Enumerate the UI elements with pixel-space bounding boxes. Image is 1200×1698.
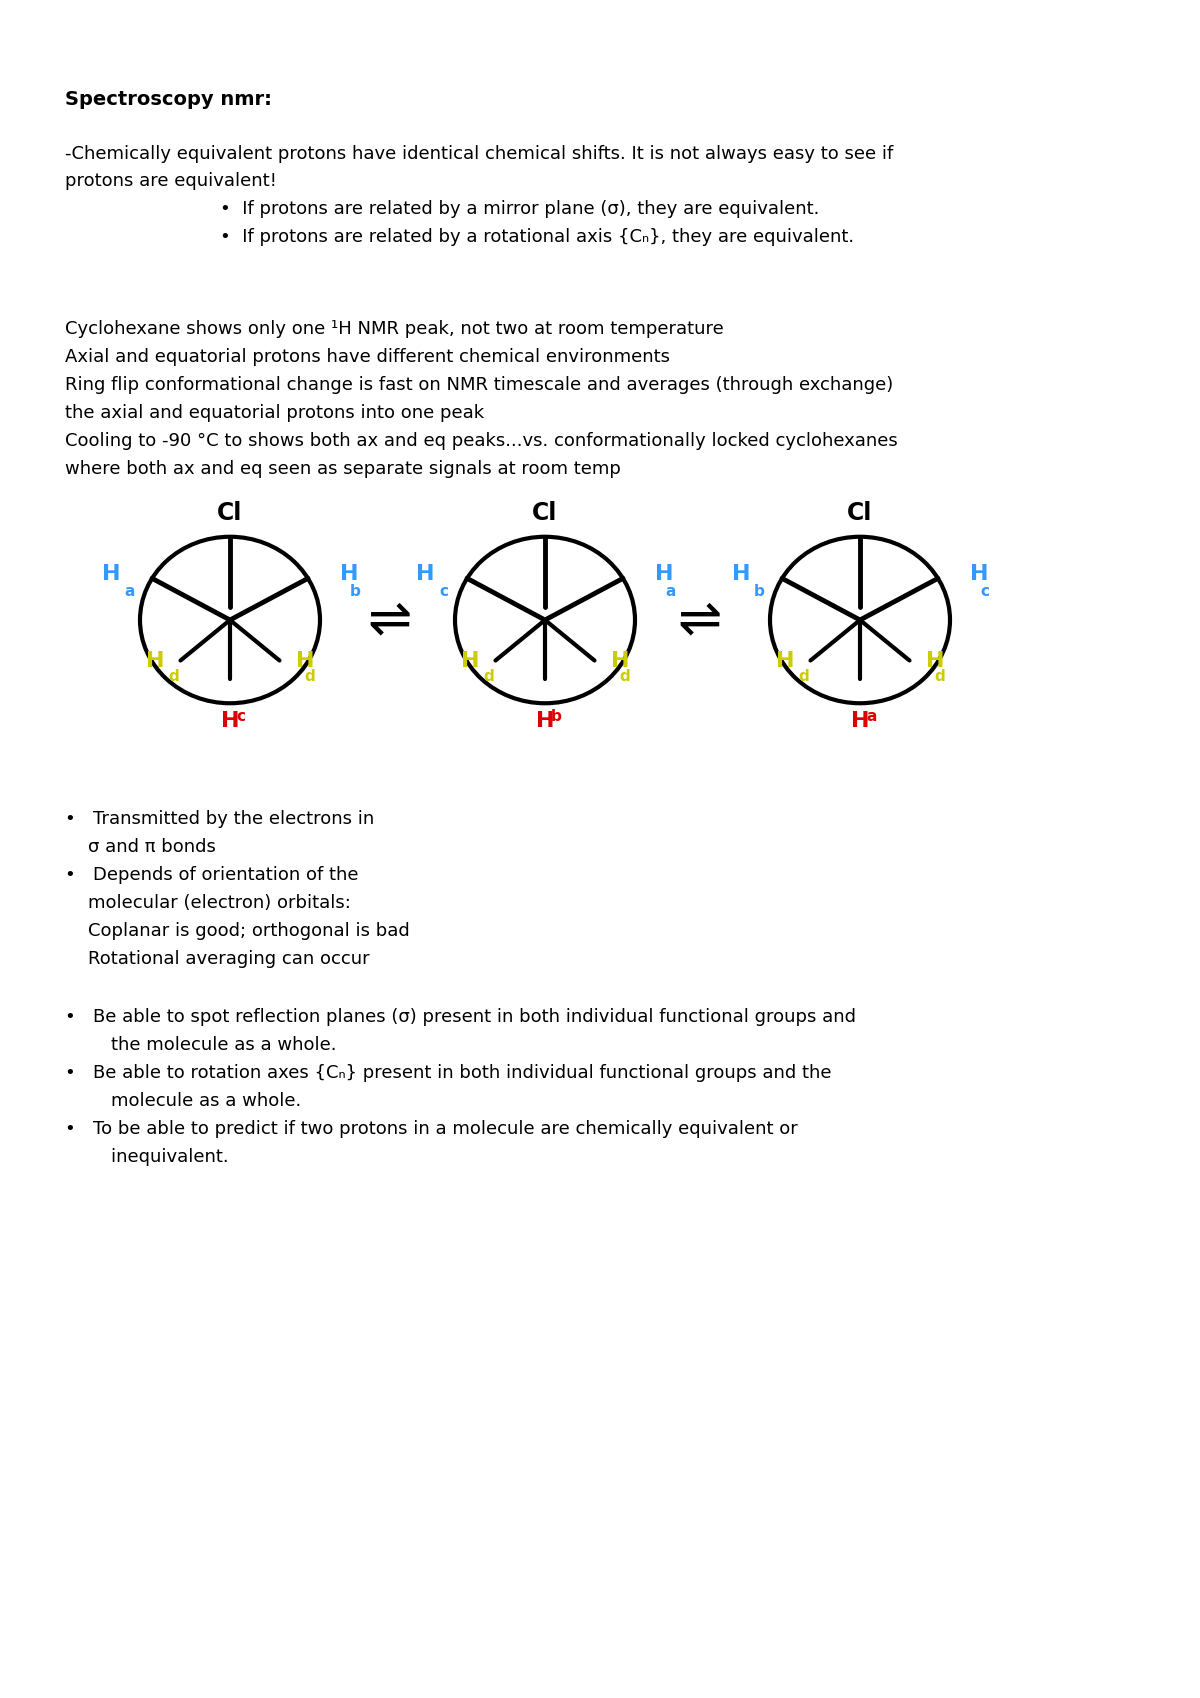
Text: b: b	[754, 584, 764, 599]
Text: H: H	[145, 650, 164, 671]
Text: d: d	[798, 669, 809, 684]
Text: c: c	[980, 584, 989, 599]
Text: ⇌: ⇌	[368, 594, 412, 645]
Text: c: c	[236, 710, 245, 725]
Text: •  If protons are related by a mirror plane (σ), they are equivalent.: • If protons are related by a mirror pla…	[220, 200, 820, 217]
Text: H: H	[102, 564, 120, 584]
Text: d: d	[168, 669, 179, 684]
Text: •   Be able to spot reflection planes (σ) present in both individual functional : • Be able to spot reflection planes (σ) …	[65, 1009, 856, 1026]
Text: σ and π bonds: σ and π bonds	[65, 839, 216, 856]
Text: •   To be able to predict if two protons in a molecule are chemically equivalent: • To be able to predict if two protons i…	[65, 1121, 798, 1138]
Text: b: b	[350, 584, 361, 599]
Text: molecule as a whole.: molecule as a whole.	[65, 1092, 301, 1110]
Text: H: H	[732, 564, 750, 584]
Text: Spectroscopy nmr:: Spectroscopy nmr:	[65, 90, 272, 109]
Text: d: d	[619, 669, 630, 684]
Text: d: d	[304, 669, 314, 684]
Text: d: d	[934, 669, 944, 684]
Text: the molecule as a whole.: the molecule as a whole.	[65, 1036, 336, 1054]
Text: Axial and equatorial protons have different chemical environments: Axial and equatorial protons have differ…	[65, 348, 670, 367]
Text: Cooling to -90 °C to shows both ax and eq peaks...vs. conformationally locked cy: Cooling to -90 °C to shows both ax and e…	[65, 431, 898, 450]
Text: Ring flip conformational change is fast on NMR timescale and averages (through e: Ring flip conformational change is fast …	[65, 375, 893, 394]
Text: Cl: Cl	[217, 501, 242, 525]
Text: H: H	[296, 650, 314, 671]
Text: a: a	[124, 584, 134, 599]
Text: H: H	[655, 564, 673, 584]
Text: inequivalent.: inequivalent.	[65, 1148, 229, 1167]
Text: •  If protons are related by a rotational axis {Cₙ}, they are equivalent.: • If protons are related by a rotational…	[220, 228, 854, 246]
Text: H: H	[221, 711, 239, 732]
Text: b: b	[551, 710, 562, 725]
Text: c: c	[439, 584, 448, 599]
Text: a: a	[866, 710, 876, 725]
Text: the axial and equatorial protons into one peak: the axial and equatorial protons into on…	[65, 404, 484, 423]
Text: Cyclohexane shows only one ¹H NMR peak, not two at room temperature: Cyclohexane shows only one ¹H NMR peak, …	[65, 319, 724, 338]
Text: d: d	[484, 669, 494, 684]
Text: H: H	[611, 650, 629, 671]
Text: -Chemically equivalent protons have identical chemical shifts. It is not always : -Chemically equivalent protons have iden…	[65, 144, 893, 163]
Text: •   Be able to rotation axes {Cₙ} present in both individual functional groups a: • Be able to rotation axes {Cₙ} present …	[65, 1065, 832, 1082]
Text: Rotational averaging can occur: Rotational averaging can occur	[65, 949, 370, 968]
Text: Cl: Cl	[533, 501, 558, 525]
Text: H: H	[416, 564, 436, 584]
Text: protons are equivalent!: protons are equivalent!	[65, 171, 277, 190]
Text: Coplanar is good; orthogonal is bad: Coplanar is good; orthogonal is bad	[65, 922, 409, 941]
Text: molecular (electron) orbitals:: molecular (electron) orbitals:	[65, 895, 350, 912]
Text: H: H	[926, 650, 944, 671]
Text: H: H	[535, 711, 554, 732]
Text: H: H	[775, 650, 794, 671]
Text: H: H	[461, 650, 479, 671]
Text: Cl: Cl	[847, 501, 872, 525]
Text: •   Depends of orientation of the: • Depends of orientation of the	[65, 866, 359, 885]
Text: ⇌: ⇌	[678, 594, 722, 645]
Text: H: H	[340, 564, 359, 584]
Text: where both ax and eq seen as separate signals at room temp: where both ax and eq seen as separate si…	[65, 460, 620, 479]
Text: H: H	[970, 564, 989, 584]
Text: a: a	[665, 584, 676, 599]
Text: H: H	[851, 711, 869, 732]
Text: •   Transmitted by the electrons in: • Transmitted by the electrons in	[65, 810, 374, 829]
